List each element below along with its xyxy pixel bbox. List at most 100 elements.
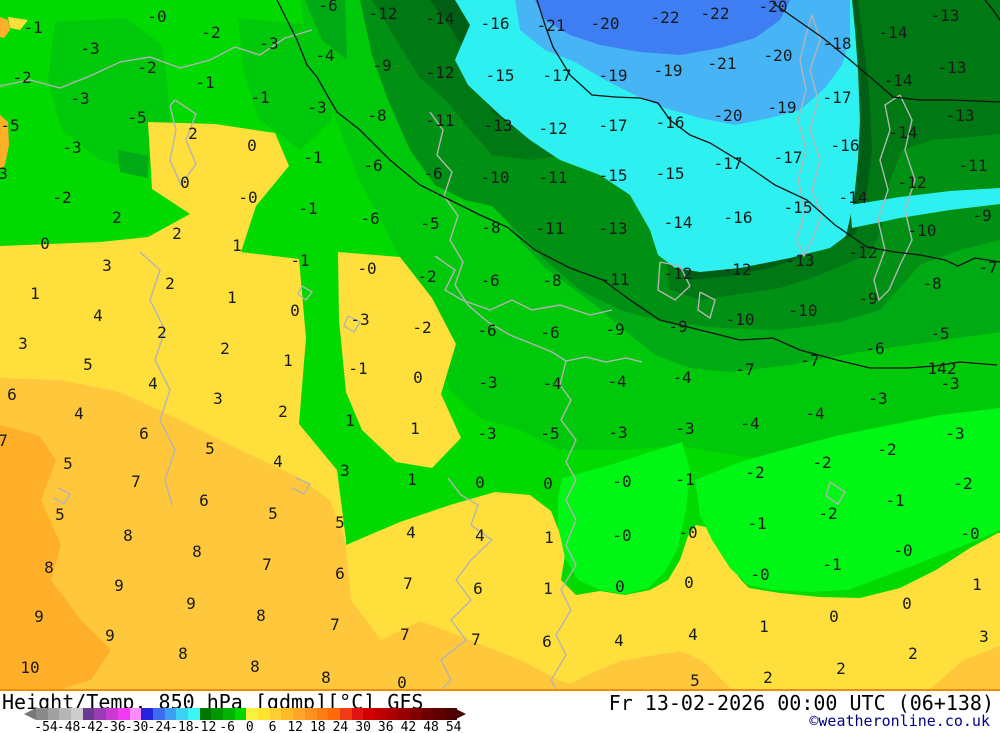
svg-text:1: 1 bbox=[30, 284, 40, 303]
svg-text:-0: -0 bbox=[147, 7, 166, 26]
svg-text:-13: -13 bbox=[946, 106, 975, 125]
color-scale-bar bbox=[36, 708, 457, 720]
svg-text:-3: -3 bbox=[478, 373, 497, 392]
svg-text:9: 9 bbox=[186, 594, 196, 613]
svg-text:-22: -22 bbox=[701, 4, 730, 23]
svg-text:2: 2 bbox=[112, 208, 122, 227]
temperature-map-image: -0-6 -12 -14 -16 -21 -20 -22 -22 -20 -13-1 -2-3-14… bbox=[0, 0, 1000, 689]
svg-text:-1: -1 bbox=[348, 359, 367, 378]
color-scale-tick: -30 bbox=[124, 720, 149, 733]
legend-right-arrow-icon bbox=[454, 708, 466, 720]
svg-text:8: 8 bbox=[250, 657, 260, 676]
color-scale-segment bbox=[59, 708, 72, 720]
svg-text:3: 3 bbox=[213, 389, 223, 408]
svg-text:-11: -11 bbox=[539, 168, 568, 187]
svg-text:0: 0 bbox=[615, 577, 625, 596]
color-scale-segment bbox=[117, 708, 130, 720]
svg-text:-1: -1 bbox=[298, 199, 317, 218]
svg-text:-16: -16 bbox=[481, 14, 510, 33]
height-contours-layer bbox=[276, 0, 1000, 369]
color-scale-segment bbox=[106, 708, 118, 720]
svg-text:-6: -6 bbox=[477, 321, 496, 340]
svg-text:-1: -1 bbox=[290, 251, 309, 270]
svg-text:1: 1 bbox=[232, 236, 242, 255]
temperature-labels-layer: -0-6 -12 -14 -16 -21 -20 -22 -22 -20 -13-1 -2-3-14… bbox=[0, 0, 998, 689]
color-scale-segment bbox=[164, 708, 177, 720]
svg-text:5: 5 bbox=[268, 504, 278, 523]
svg-text:1: 1 bbox=[407, 470, 417, 489]
svg-text:-5: -5 bbox=[420, 214, 439, 233]
svg-text:-20: -20 bbox=[591, 14, 620, 33]
svg-text:-3: -3 bbox=[350, 310, 369, 329]
svg-text:-2: -2 bbox=[12, 68, 31, 87]
svg-text:-14: -14 bbox=[426, 9, 455, 28]
svg-text:-6: -6 bbox=[360, 209, 379, 228]
svg-text:-3: -3 bbox=[259, 34, 278, 53]
svg-text:-4: -4 bbox=[315, 46, 334, 65]
svg-text:6: 6 bbox=[473, 579, 483, 598]
svg-text:-17: -17 bbox=[543, 66, 572, 85]
color-scale-segment bbox=[281, 708, 294, 720]
svg-text:-21: -21 bbox=[537, 16, 566, 35]
color-scale-tick: -24 bbox=[147, 720, 171, 733]
svg-text:-2: -2 bbox=[137, 58, 156, 77]
svg-text:5: 5 bbox=[55, 505, 65, 524]
svg-text:-12: -12 bbox=[369, 4, 398, 23]
color-scale-tick: 42 bbox=[400, 720, 417, 733]
svg-text:-20: -20 bbox=[759, 0, 788, 16]
svg-text:-14: -14 bbox=[889, 123, 918, 142]
svg-text:3: 3 bbox=[18, 334, 28, 353]
color-scale-segment bbox=[82, 708, 95, 720]
svg-text:5: 5 bbox=[63, 454, 73, 473]
color-scale-tick: -42 bbox=[79, 720, 104, 733]
svg-text:-9: -9 bbox=[858, 289, 877, 308]
svg-text:0: 0 bbox=[413, 368, 423, 387]
color-scale-segment bbox=[386, 708, 399, 720]
svg-text:-1: -1 bbox=[303, 148, 322, 167]
weatheronline-credit-link[interactable]: ©weatheronline.co.uk bbox=[809, 712, 990, 730]
color-scale-segment bbox=[71, 708, 83, 720]
svg-text:-11: -11 bbox=[601, 270, 630, 289]
color-scale-segment bbox=[410, 708, 422, 720]
color-scale-tick: 48 bbox=[423, 720, 439, 733]
svg-text:-14: -14 bbox=[839, 188, 868, 207]
svg-text:7: 7 bbox=[403, 574, 413, 593]
svg-text:4: 4 bbox=[475, 526, 485, 545]
color-scale-tick: -54 bbox=[34, 720, 58, 733]
svg-text:-6: -6 bbox=[423, 164, 442, 183]
svg-text:-3: -3 bbox=[945, 424, 964, 443]
svg-text:-12: -12 bbox=[539, 119, 568, 138]
color-scale-segment bbox=[374, 708, 387, 720]
svg-text:-11: -11 bbox=[959, 156, 988, 175]
svg-text:2: 2 bbox=[220, 339, 230, 358]
svg-text:-19: -19 bbox=[768, 98, 797, 117]
svg-text:-3: -3 bbox=[80, 39, 99, 58]
svg-text:-1: -1 bbox=[675, 470, 694, 489]
svg-text:-0: -0 bbox=[612, 526, 631, 545]
svg-text:-3: -3 bbox=[675, 419, 694, 438]
svg-text:-3: -3 bbox=[307, 98, 326, 117]
svg-text:-2: -2 bbox=[953, 474, 972, 493]
svg-text:4: 4 bbox=[148, 374, 158, 393]
color-scale-tick-labels: -54 -48 -42 -36 -30 -24 -18 -12 -6 0 6 12 18 24 30 36 42… bbox=[0, 720, 480, 733]
svg-text:0: 0 bbox=[40, 234, 50, 253]
color-scale-tick: -48 bbox=[56, 720, 81, 733]
svg-text:-13: -13 bbox=[786, 251, 815, 270]
color-scale-segment bbox=[94, 708, 107, 720]
color-scale-tick: 36 bbox=[377, 720, 394, 733]
svg-text:5: 5 bbox=[83, 355, 93, 374]
svg-text:-7: -7 bbox=[735, 360, 754, 379]
svg-text:-15: -15 bbox=[784, 198, 813, 217]
svg-text:2: 2 bbox=[165, 274, 175, 293]
svg-text:-5: -5 bbox=[930, 324, 949, 343]
svg-text:1: 1 bbox=[543, 579, 553, 598]
svg-text:9: 9 bbox=[105, 626, 115, 645]
color-scale-tick: 6 bbox=[268, 720, 277, 733]
svg-text:-1: -1 bbox=[885, 491, 904, 510]
svg-text:6: 6 bbox=[542, 632, 552, 651]
svg-text:-14: -14 bbox=[884, 71, 913, 90]
svg-text:7: 7 bbox=[471, 630, 481, 649]
svg-text:-14: -14 bbox=[664, 213, 693, 232]
color-scale-tick: 0 bbox=[245, 720, 254, 733]
color-scale-tick: -6 bbox=[219, 720, 236, 733]
